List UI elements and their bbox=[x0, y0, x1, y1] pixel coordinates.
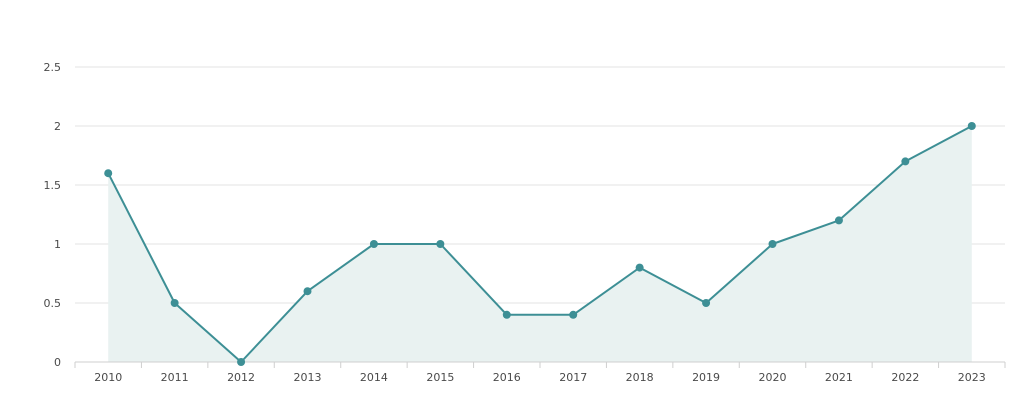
x-tick-label: 2010 bbox=[94, 371, 122, 384]
y-tick-label: 2 bbox=[54, 120, 61, 133]
x-tick-label: 2015 bbox=[426, 371, 454, 384]
data-point-2022[interactable] bbox=[901, 157, 910, 166]
data-point-2016[interactable] bbox=[502, 310, 511, 319]
data-point-2014[interactable] bbox=[369, 240, 378, 248]
x-tick-label: 2011 bbox=[161, 371, 189, 384]
data-point-2012[interactable] bbox=[237, 358, 246, 366]
x-tick-label: 2018 bbox=[626, 371, 654, 384]
data-point-2023[interactable] bbox=[967, 122, 976, 130]
data-point-2020[interactable] bbox=[768, 240, 777, 248]
x-tick-label: 2020 bbox=[759, 371, 787, 384]
data-point-2019[interactable] bbox=[702, 299, 711, 307]
y-tick-label: 1 bbox=[54, 238, 61, 251]
data-point-2011[interactable] bbox=[170, 299, 179, 307]
series-line bbox=[107, 125, 973, 363]
x-tick-label: 2014 bbox=[360, 371, 388, 384]
data-point-2010[interactable] bbox=[104, 169, 113, 178]
x-tick-label: 2022 bbox=[891, 371, 919, 384]
x-tick-label: 2021 bbox=[825, 371, 853, 384]
y-tick-label: 2.5 bbox=[44, 61, 62, 74]
x-axis bbox=[74, 361, 1006, 368]
y-tick-label: 0 bbox=[54, 356, 61, 369]
data-point-2017[interactable] bbox=[569, 310, 578, 319]
y-axis-tick-labels: 0 0.5 1 1.5 2 2.5 bbox=[44, 61, 62, 369]
x-tick-label: 2013 bbox=[294, 371, 322, 384]
x-tick-label: 2023 bbox=[958, 371, 986, 384]
data-point-2015[interactable] bbox=[436, 240, 445, 248]
x-axis-tick-labels: 2010 2011 2012 2013 2014 2015 2016 2017 2018 2019… bbox=[94, 371, 986, 384]
data-point-2021[interactable] bbox=[834, 216, 843, 225]
x-tick-label: 2019 bbox=[692, 371, 720, 384]
y-tick-label: 1.5 bbox=[44, 179, 62, 192]
series-area-fill bbox=[108, 126, 972, 362]
series-line-layer bbox=[107, 125, 973, 363]
y-tick-label: 0.5 bbox=[44, 297, 62, 310]
data-point-2018[interactable] bbox=[635, 263, 644, 272]
x-tick-label: 2016 bbox=[493, 371, 521, 384]
x-tick-label: 2017 bbox=[559, 371, 587, 384]
data-point-2013[interactable] bbox=[303, 287, 312, 296]
x-tick-label: 2012 bbox=[227, 371, 255, 384]
data-points bbox=[104, 122, 976, 366]
area-fill-layer bbox=[108, 126, 972, 362]
